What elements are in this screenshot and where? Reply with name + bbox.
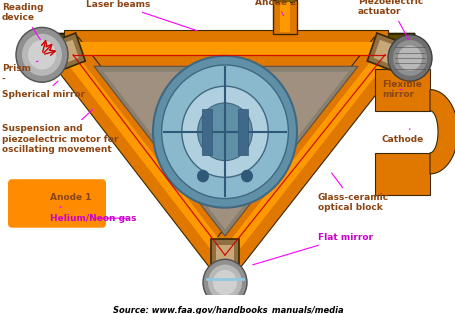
Bar (238, 109, 248, 155)
Polygon shape (220, 45, 392, 262)
Circle shape (182, 86, 268, 177)
Text: Prism: Prism (2, 61, 38, 73)
Polygon shape (38, 34, 414, 276)
Circle shape (397, 45, 421, 71)
Bar (374, 68, 429, 111)
Text: Cathode: Cathode (381, 129, 423, 143)
Circle shape (202, 259, 247, 306)
Polygon shape (215, 245, 234, 264)
Text: -: - (2, 74, 6, 84)
Polygon shape (103, 72, 348, 229)
Polygon shape (50, 37, 238, 269)
Bar (279, 2, 289, 32)
Polygon shape (64, 30, 388, 68)
Polygon shape (49, 33, 85, 71)
Circle shape (241, 170, 253, 182)
Bar (275, 0, 293, 2)
Text: Reading
device: Reading device (2, 3, 43, 40)
Circle shape (197, 170, 208, 182)
Text: Helium/Neon gas: Helium/Neon gas (50, 214, 136, 223)
Polygon shape (210, 239, 238, 269)
Polygon shape (366, 33, 403, 71)
FancyBboxPatch shape (8, 179, 106, 228)
Polygon shape (373, 40, 396, 64)
Polygon shape (211, 37, 401, 269)
Text: Anode 2: Anode 2 (254, 0, 296, 15)
Text: Glass-ceramic
optical block: Glass-ceramic optical block (317, 173, 388, 212)
Circle shape (212, 270, 237, 295)
Circle shape (28, 40, 56, 70)
Circle shape (16, 27, 68, 82)
Circle shape (22, 34, 62, 76)
Polygon shape (51, 41, 401, 267)
Polygon shape (55, 40, 79, 64)
Circle shape (153, 56, 296, 208)
Circle shape (197, 103, 252, 160)
Circle shape (207, 265, 242, 300)
Text: Flat mirror: Flat mirror (252, 233, 372, 265)
Polygon shape (59, 45, 229, 262)
Text: Source: www.faa.gov/handbooks_manuals/media: Source: www.faa.gov/handbooks_manuals/me… (112, 306, 343, 314)
Text: Piezoelectric
actuator: Piezoelectric actuator (357, 0, 422, 40)
Bar (374, 153, 429, 195)
Polygon shape (429, 89, 455, 174)
Text: Suspension and
piezoelectric motor for
oscillating movement: Suspension and piezoelectric motor for o… (2, 109, 118, 154)
Text: Spherical mirror: Spherical mirror (2, 81, 85, 99)
Circle shape (387, 35, 431, 81)
Text: Laser beams: Laser beams (86, 0, 197, 31)
Circle shape (392, 40, 426, 76)
Bar (273, 0, 296, 34)
Circle shape (161, 65, 288, 198)
Polygon shape (64, 42, 388, 56)
Bar (202, 109, 212, 155)
Text: Anode 1: Anode 1 (50, 192, 91, 208)
Polygon shape (94, 66, 357, 236)
Text: Flexible
mirror: Flexible mirror (381, 80, 421, 99)
